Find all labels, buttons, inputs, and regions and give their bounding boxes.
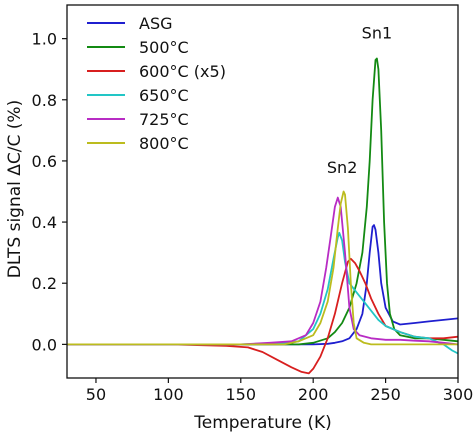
x-tick-label-4: 250 xyxy=(370,385,401,404)
plot-background xyxy=(67,5,458,378)
annotation-layer: Sn1 Sn2 xyxy=(327,24,392,178)
legend-label-5: 800°C xyxy=(139,134,189,153)
y-tick-label-4: 0.8 xyxy=(32,91,57,110)
series-line-0 xyxy=(67,224,458,346)
x-tick-label-1: 100 xyxy=(153,385,184,404)
legend-label-0: ASG xyxy=(139,14,173,33)
y-tick-label-2: 0.4 xyxy=(32,213,57,232)
x-tick-label-5: 300 xyxy=(443,385,474,404)
annotation-sn1: Sn1 xyxy=(362,24,392,43)
plot-area xyxy=(67,5,458,378)
x-axis-title: Temperature (K) xyxy=(193,413,332,433)
axes-frame xyxy=(66,4,459,379)
legend-label-1: 500°C xyxy=(139,38,189,57)
y-tick-label-1: 0.2 xyxy=(32,274,57,293)
y-tick-label-5: 1.0 xyxy=(32,30,57,49)
y-axis-title: DLTS signal ΔC/C (%) xyxy=(5,100,25,278)
annotation-sn2: Sn2 xyxy=(327,158,357,177)
legend: ASG 500°C 600°C (x5) 650°C 725°C 800°C xyxy=(87,14,226,153)
x-tick-label-0: 50 xyxy=(86,385,106,404)
y-tick-label-3: 0.6 xyxy=(32,152,57,171)
series-line-5 xyxy=(67,190,458,346)
x-tick-label-3: 200 xyxy=(298,385,329,404)
legend-label-2: 600°C (x5) xyxy=(139,62,226,81)
x-tick-label-2: 150 xyxy=(226,385,257,404)
legend-label-3: 650°C xyxy=(139,86,189,105)
series-layer xyxy=(67,57,458,375)
axes: 50 100 150 200 250 300 0.0 0.2 0.4 0.6 0.8 1.0 xyxy=(32,4,474,404)
y-tick-label-0: 0.0 xyxy=(32,335,57,354)
legend-label-4: 725°C xyxy=(139,110,189,129)
